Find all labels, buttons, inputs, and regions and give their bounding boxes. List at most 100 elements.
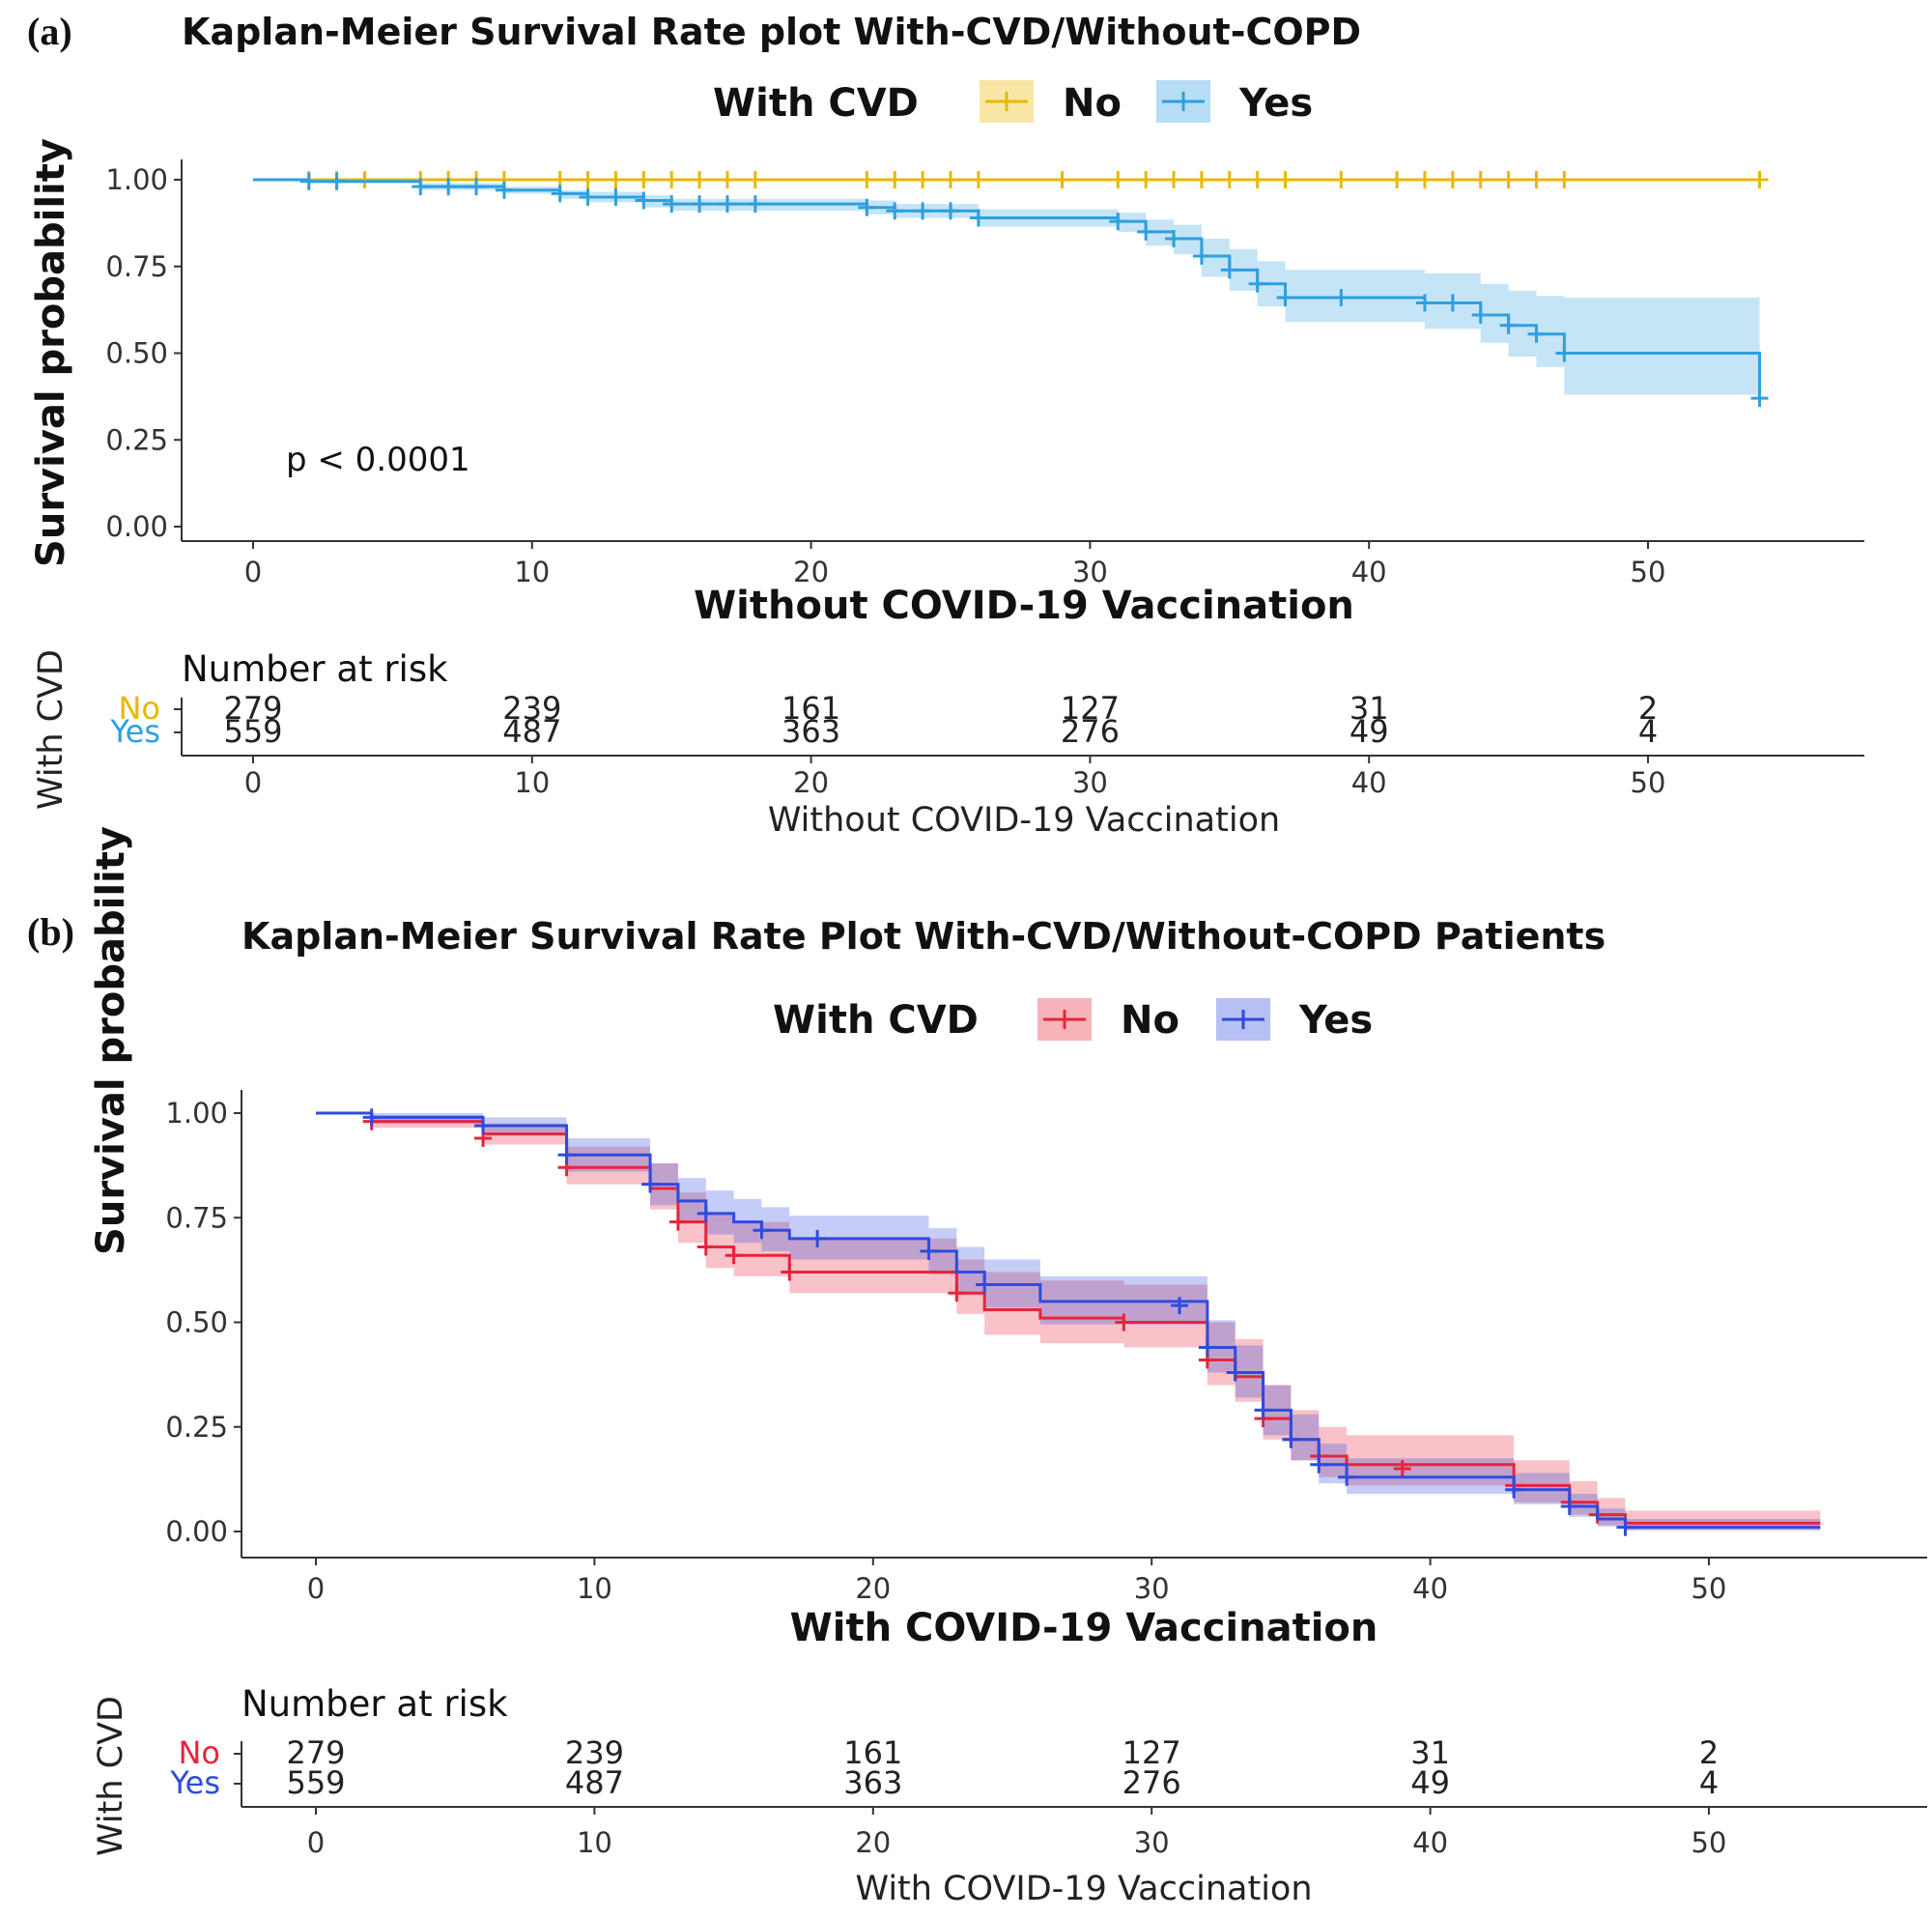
panel-a-censor-mark-no [914,171,932,188]
panel-a-censor-mark-no [1471,171,1490,188]
panel-b-risk-value: 279 [286,1734,345,1771]
panel-b-censor-mark-no [696,1238,715,1256]
panel-b-legend-yes-label: Yes [1298,998,1373,1043]
panel-b-censor-mark-no [1115,1313,1133,1331]
panel-a-risk-value: 487 [502,713,561,750]
panel-a-censor-mark-yes [1415,294,1434,312]
panel-a-censor-mark-no [1276,171,1294,188]
panel-a-risk-value: 276 [1061,713,1120,750]
panel-a-risk-value: 4 [1638,713,1658,750]
panel-a-censor-mark-yes [607,187,625,206]
panel-a-risk-value: 363 [781,713,840,750]
panel-a-risk-value: 49 [1350,713,1389,750]
panel-b-risk-value: 276 [1122,1764,1181,1801]
panel-a-censor-mark-yes [1192,246,1210,265]
panel-b-risk-x-tick-label: 20 [855,1826,891,1859]
panel-a-censor-mark-yes [412,178,430,196]
panel-b-survival-curve-no [316,1111,1821,1525]
panel-b-tag: (b) [27,910,74,954]
panel-b-legend-key-yes [1216,998,1270,1041]
panel-a-x-tick-label: 50 [1631,556,1666,588]
panel-a-risk-strata-title: With CVD [32,649,71,810]
panel-a-tag: (a) [27,10,72,53]
panel-b-censor-mark-yes [1310,1455,1328,1474]
panel-b-risk-row-label-no: No [178,1734,220,1771]
panel-b-censor-mark-yes [976,1275,994,1294]
panel-a-censor-mark-yes [635,191,653,210]
panel-b-risk-x-tick-label: 40 [1412,1826,1448,1859]
panel-a-risk-x-tick-label: 20 [793,766,829,799]
panel-a-censor-mark-yes [1276,289,1294,307]
panel-b-x-tick-label: 0 [307,1572,325,1605]
panel-a-risk-value: 559 [223,713,282,750]
panel-b-y-tick-label: 0.50 [165,1306,228,1339]
panel-a-censor-mark-yes [969,209,987,227]
panel-b-risk-value: 161 [843,1734,902,1771]
panel-b-censor-mark-yes [696,1204,715,1222]
panel-a-risk-value: 161 [781,690,840,727]
panel-b-title: Kaplan-Meier Survival Rate Plot With-CVD… [242,915,1605,958]
panel-b-risk-value: 49 [1410,1764,1450,1801]
panel-a-censor-mark-no [1750,171,1769,188]
panel-a-censor-mark-yes [1332,289,1350,307]
panel-a-risk-value: 31 [1350,690,1389,727]
panel-a-censor-mark-yes [1165,230,1183,248]
panel-b-ci-band-yes [316,1113,1821,1532]
panel-b-y-tick-label: 0.00 [165,1515,228,1548]
panel-b-x-tick-label: 30 [1134,1572,1170,1605]
panel-a-censor-mark-yes [663,195,681,214]
panel-a-censor-mark-yes [746,195,764,214]
panel-b-risk-value: 363 [843,1764,902,1801]
panel-a-censor-mark-yes [718,195,736,214]
panel-b-risk-value: 487 [565,1764,624,1801]
panel-b-censor-mark-no [948,1284,966,1303]
panel-a-censor-mark-yes [1555,344,1574,362]
panel-a-y-tick-label: 1.00 [105,163,168,196]
panel-a-censor-mark-yes [495,181,513,199]
panel-b-x-tick-label: 50 [1691,1572,1727,1605]
panel-a-censor-mark-no [1137,171,1155,188]
panel-a-risk-value: 239 [502,690,561,727]
panel-b-censor-mark-yes [362,1108,381,1127]
panel-b-risk-x-tick-label: 50 [1691,1826,1727,1859]
panel-b-x-tick-label: 20 [855,1572,891,1605]
panel-a-censor-mark-yes [858,198,876,216]
panel-b-censor-mark-yes [474,1116,493,1134]
panel-a-title: Kaplan-Meier Survival Rate plot With-CVD… [182,11,1361,53]
panel-b-risk-x-tick-label: 0 [307,1826,325,1859]
panel-a-legend-no-label: No [1063,81,1122,126]
panel-b-censor-mark-yes [920,1242,938,1260]
panel-b-risk-value: 31 [1410,1734,1450,1771]
panel-a-censor-mark-no [663,171,681,188]
panel-b-risk-x-tick-label: 10 [577,1826,612,1859]
panel-a-risk-x-tick-label: 10 [514,766,550,799]
panel-b-legend-no-label: No [1121,998,1179,1043]
panel-a-censor-mark-yes [1499,316,1518,334]
panel-a-risk-x-title: Without COVID-19 Vaccination [768,801,1280,840]
panel-a-censor-mark-yes [691,195,709,214]
panel-a-p-value: p < 0.0001 [286,441,470,479]
panel-b-x-axis-title: With COVID-19 Vaccination [790,1606,1378,1650]
panel-a-risk-value: 2 [1638,690,1658,727]
panel-a-censor-mark-yes [1471,306,1490,325]
panel-a-censor-mark-no [1165,171,1183,188]
panel-a-censor-mark-no [1332,171,1350,188]
panel-a-censor-mark-yes [942,202,959,220]
panel-a-x-tick-label: 0 [244,556,262,588]
panel-a-censor-mark-no [858,171,876,188]
panel-a-censor-mark-no [355,171,374,188]
panel-b-risk-row-label-yes: Yes [169,1764,220,1801]
panel-a-censor-mark-no [746,171,764,188]
panel-a-risk-value: 279 [223,690,282,727]
panel-a-risk-row-label-no: No [118,690,160,727]
panel-a-censor-mark-no [1192,171,1210,188]
panel-a-legend-key-no [980,80,1034,123]
panel-a-censor-mark-yes [1750,389,1769,408]
panel-a-y-tick-label: 0.50 [105,337,168,370]
panel-a-y-tick-label: 0.75 [105,250,168,283]
panel-b-censor-mark-yes [1171,1297,1189,1315]
panel-a-x-axis-title: Without COVID-19 Vaccination [694,584,1354,628]
